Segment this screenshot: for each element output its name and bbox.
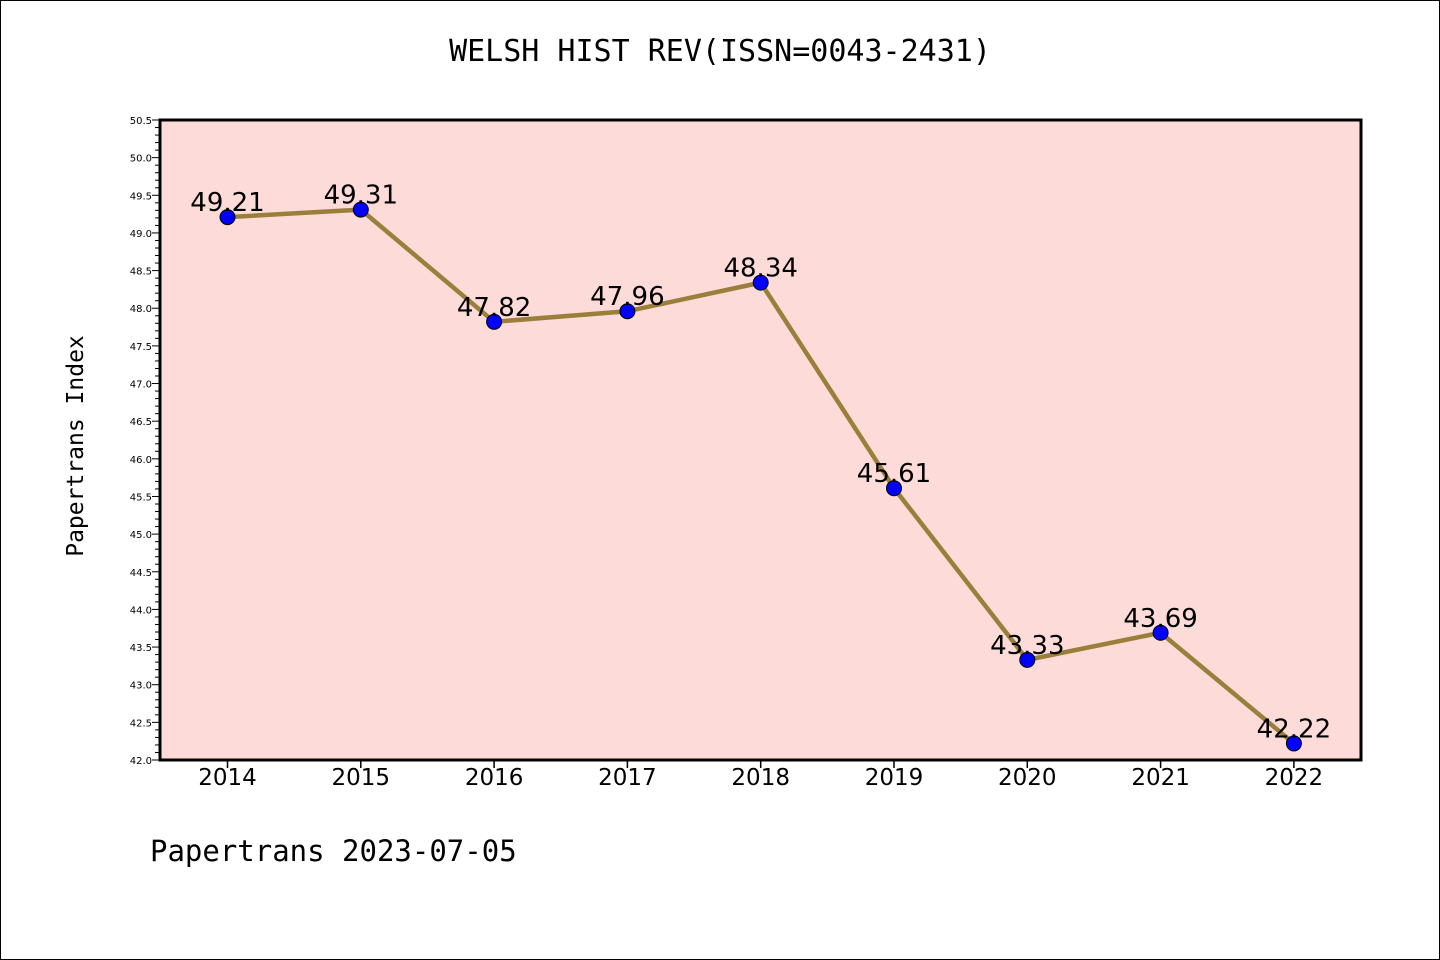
y-tick-label: 44.5	[130, 568, 152, 579]
y-tick-label: 49.0	[130, 229, 152, 240]
x-tick-label: 2016	[465, 765, 524, 791]
data-point	[219, 209, 236, 226]
x-tick-label: 2019	[865, 765, 924, 791]
y-tick-label: 43.0	[130, 681, 152, 692]
y-tick-label: 43.5	[130, 643, 152, 654]
y-tick-label: 48.5	[130, 267, 152, 278]
data-point	[1152, 624, 1169, 641]
x-tick-label: 2020	[998, 765, 1057, 791]
x-tick-label: 2022	[1265, 765, 1324, 791]
data-label: 42.22	[1257, 714, 1331, 744]
data-point	[619, 303, 636, 320]
x-tick-label: 2021	[1131, 765, 1190, 791]
y-tick-label: 46.5	[130, 417, 152, 428]
y-tick-label: 47.0	[130, 380, 152, 391]
data-point	[352, 201, 369, 218]
y-tick-label: 50.5	[130, 116, 152, 127]
data-label: 49.21	[190, 188, 264, 218]
x-tick-label: 2017	[598, 765, 657, 791]
plot-area	[160, 120, 1361, 760]
data-point	[886, 480, 902, 497]
plot-border	[158, 118, 1363, 762]
data-label: 43.69	[1123, 604, 1197, 634]
y-tick-label: 42.5	[130, 718, 152, 729]
y-tick-label: 45.5	[130, 492, 152, 503]
y-tick-label: 48.0	[130, 304, 152, 315]
x-tick-label: 2015	[332, 765, 391, 791]
data-label: 49.31	[324, 181, 398, 211]
footer-text: Papertrans 2023-07-05	[150, 834, 517, 868]
x-tick-label: 2018	[731, 765, 790, 791]
y-tick-label: 42.0	[130, 756, 152, 767]
data-label: 43.33	[990, 631, 1064, 661]
data-point	[752, 274, 769, 291]
data-point	[1019, 651, 1036, 668]
data-label: 47.82	[457, 293, 531, 323]
y-tick-label: 44.0	[130, 605, 152, 616]
data-point	[1285, 735, 1302, 752]
chart-title: WELSH HIST REV(ISSN=0043-2431)	[449, 34, 991, 69]
data-label: 45.61	[857, 459, 931, 489]
data-label: 48.34	[723, 254, 797, 284]
y-tick-label: 47.5	[130, 342, 152, 353]
data-point	[486, 313, 503, 330]
data-label: 47.96	[590, 282, 664, 312]
x-tick-label: 2014	[198, 765, 257, 791]
y-tick-label: 50.0	[130, 154, 152, 165]
y-tick-label: 49.5	[130, 191, 152, 202]
y-tick-label: 46.0	[130, 455, 152, 466]
y-tick-label: 45.0	[130, 530, 152, 541]
